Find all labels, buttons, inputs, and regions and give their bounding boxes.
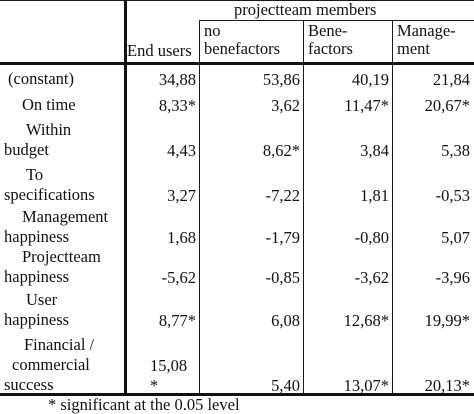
row-label: happiness <box>4 227 70 246</box>
column-header: Manage- <box>397 21 456 40</box>
table-cell: 5,40 <box>271 376 300 395</box>
table-cell: 8,77* <box>158 311 196 330</box>
table-cell: 5,07 <box>441 228 470 247</box>
table-bottom-rule <box>0 393 474 396</box>
column-header: factors <box>308 39 353 58</box>
table-cell: 34,88 <box>158 70 196 89</box>
column-header: no <box>204 21 221 40</box>
column-header: ment <box>397 39 430 58</box>
row-label: On time <box>22 95 76 114</box>
table-cell: 1,81 <box>360 186 389 205</box>
header-bottom-rule <box>0 62 474 65</box>
table-cell: 12,68* <box>343 311 389 330</box>
table-cell: -0,80 <box>354 228 389 247</box>
row-label: happiness <box>4 267 70 286</box>
table-cell: 15,08 * <box>150 356 188 395</box>
table-cell: -3,62 <box>354 268 389 287</box>
row-label: specifications <box>4 185 95 204</box>
row-label: To <box>26 165 44 184</box>
table-cell: 13,07* <box>343 376 389 395</box>
row-label: Financial / <box>24 335 95 354</box>
table-cell: -7,22 <box>265 186 300 205</box>
footnote: * significant at the 0.05 level <box>48 395 240 414</box>
row-label: budget <box>4 140 49 159</box>
table-top-rule <box>0 0 474 1</box>
table-cell: 6,08 <box>271 311 300 330</box>
row-label: Management <box>22 207 109 226</box>
table-cell: 53,86 <box>262 70 300 89</box>
table-cell: 3,27 <box>167 186 196 205</box>
group-header: projectteam members <box>234 0 377 19</box>
table-cell: -1,79 <box>265 228 300 247</box>
table-cell: -0,53 <box>435 186 470 205</box>
table-cell: -0,85 <box>265 268 300 287</box>
column-header: Bene- <box>308 21 348 40</box>
table-cell: 1,68 <box>167 228 196 247</box>
row-label: commercial <box>12 355 90 374</box>
table-cell: -5,62 <box>161 268 196 287</box>
table-cell: 8,33* <box>158 96 196 115</box>
table-cell: 21,84 <box>432 70 470 89</box>
row-label: User <box>26 290 58 309</box>
row-label: Within <box>26 120 72 139</box>
table-cell: 20,67* <box>424 96 470 115</box>
col-divider-3 <box>392 20 393 394</box>
col-divider-2 <box>303 20 304 394</box>
table-cell: 8,62* <box>262 141 300 160</box>
table-cell: 20,13* <box>424 376 470 395</box>
table-cell: 40,19 <box>351 70 389 89</box>
row-label: success <box>4 375 54 394</box>
column-header: End users <box>127 41 192 60</box>
row-label: Projectteam <box>22 247 101 266</box>
table-cell: 3,84 <box>360 141 389 160</box>
table-cell: 19,99* <box>424 311 470 330</box>
table-cell: 5,38 <box>441 141 470 160</box>
table-cell: 11,47* <box>344 96 389 115</box>
col-divider-1 <box>199 20 200 394</box>
column-header: benefactors <box>204 39 281 58</box>
row-label: happiness <box>4 310 70 329</box>
group-header-rule <box>200 20 474 21</box>
table-cell: 3,62 <box>271 96 300 115</box>
table-cell: 4,43 <box>167 141 196 160</box>
table-cell: -3,96 <box>435 268 470 287</box>
stub-divider <box>124 0 127 394</box>
row-label: (constant) <box>8 69 74 88</box>
